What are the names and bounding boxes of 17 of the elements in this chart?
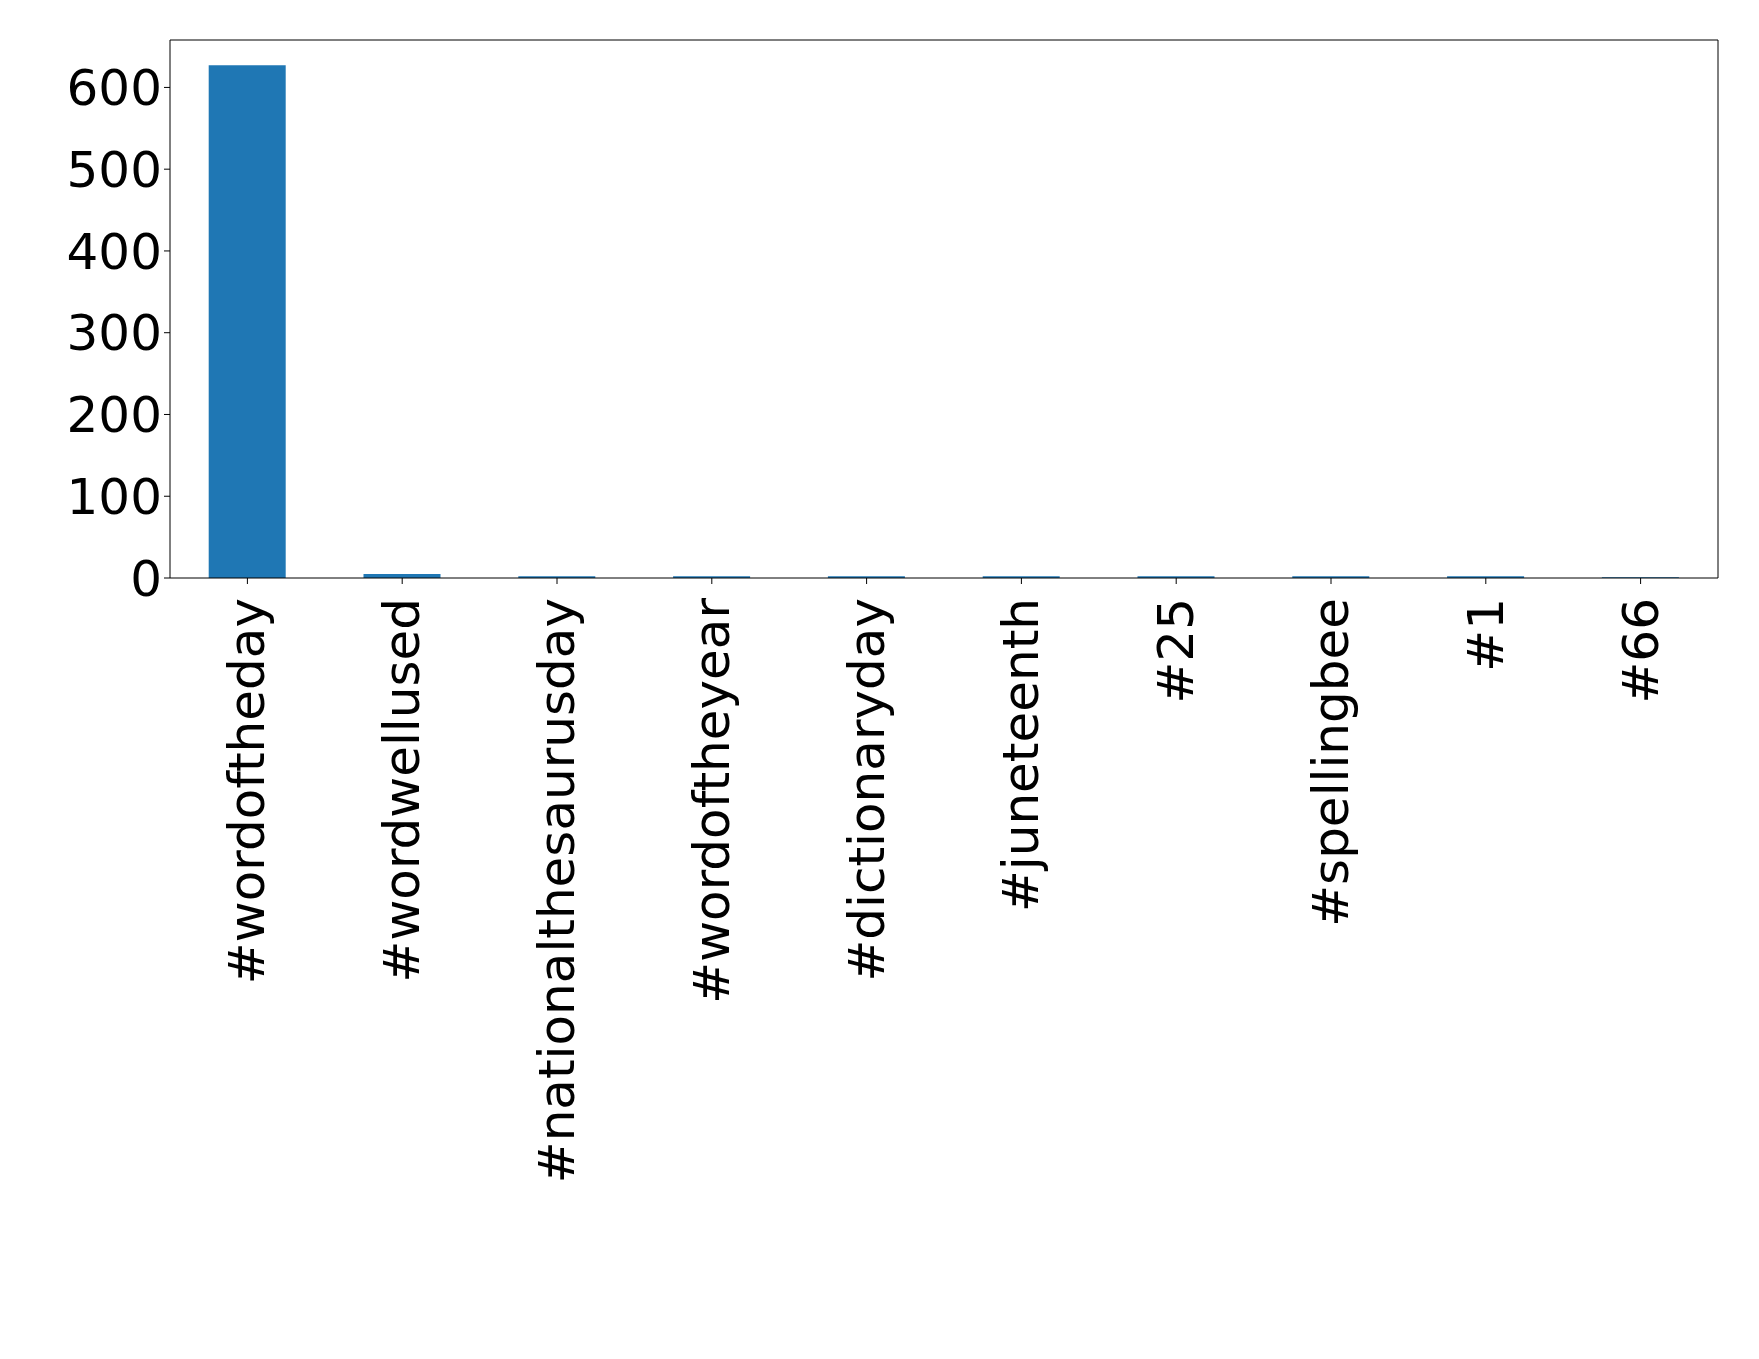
y-tick-label: 300 (66, 304, 162, 363)
y-tick-label: 400 (66, 222, 162, 281)
x-tick-label: #wordoftheday (218, 598, 277, 985)
x-tick-label: #dictionaryday (837, 598, 896, 982)
x-tick-label: #nationalthesaurusday (528, 598, 586, 1184)
x-tick-label: #wordoftheyear (682, 597, 741, 1004)
y-tick-label: 100 (66, 467, 162, 526)
y-tick-label: 500 (66, 140, 162, 199)
x-tick-label: #wordwellused (373, 598, 432, 983)
x-tick-label: #66 (1611, 598, 1670, 704)
y-tick-label: 600 (66, 59, 162, 118)
y-tick-label: 0 (130, 549, 162, 608)
y-tick-label: 200 (66, 386, 162, 445)
x-tick-label: #1 (1456, 598, 1515, 672)
x-tick-label: #spellingbee (1302, 598, 1360, 927)
x-tick-label: #25 (1147, 598, 1206, 704)
x-tick-label: #juneteenth (992, 598, 1051, 913)
